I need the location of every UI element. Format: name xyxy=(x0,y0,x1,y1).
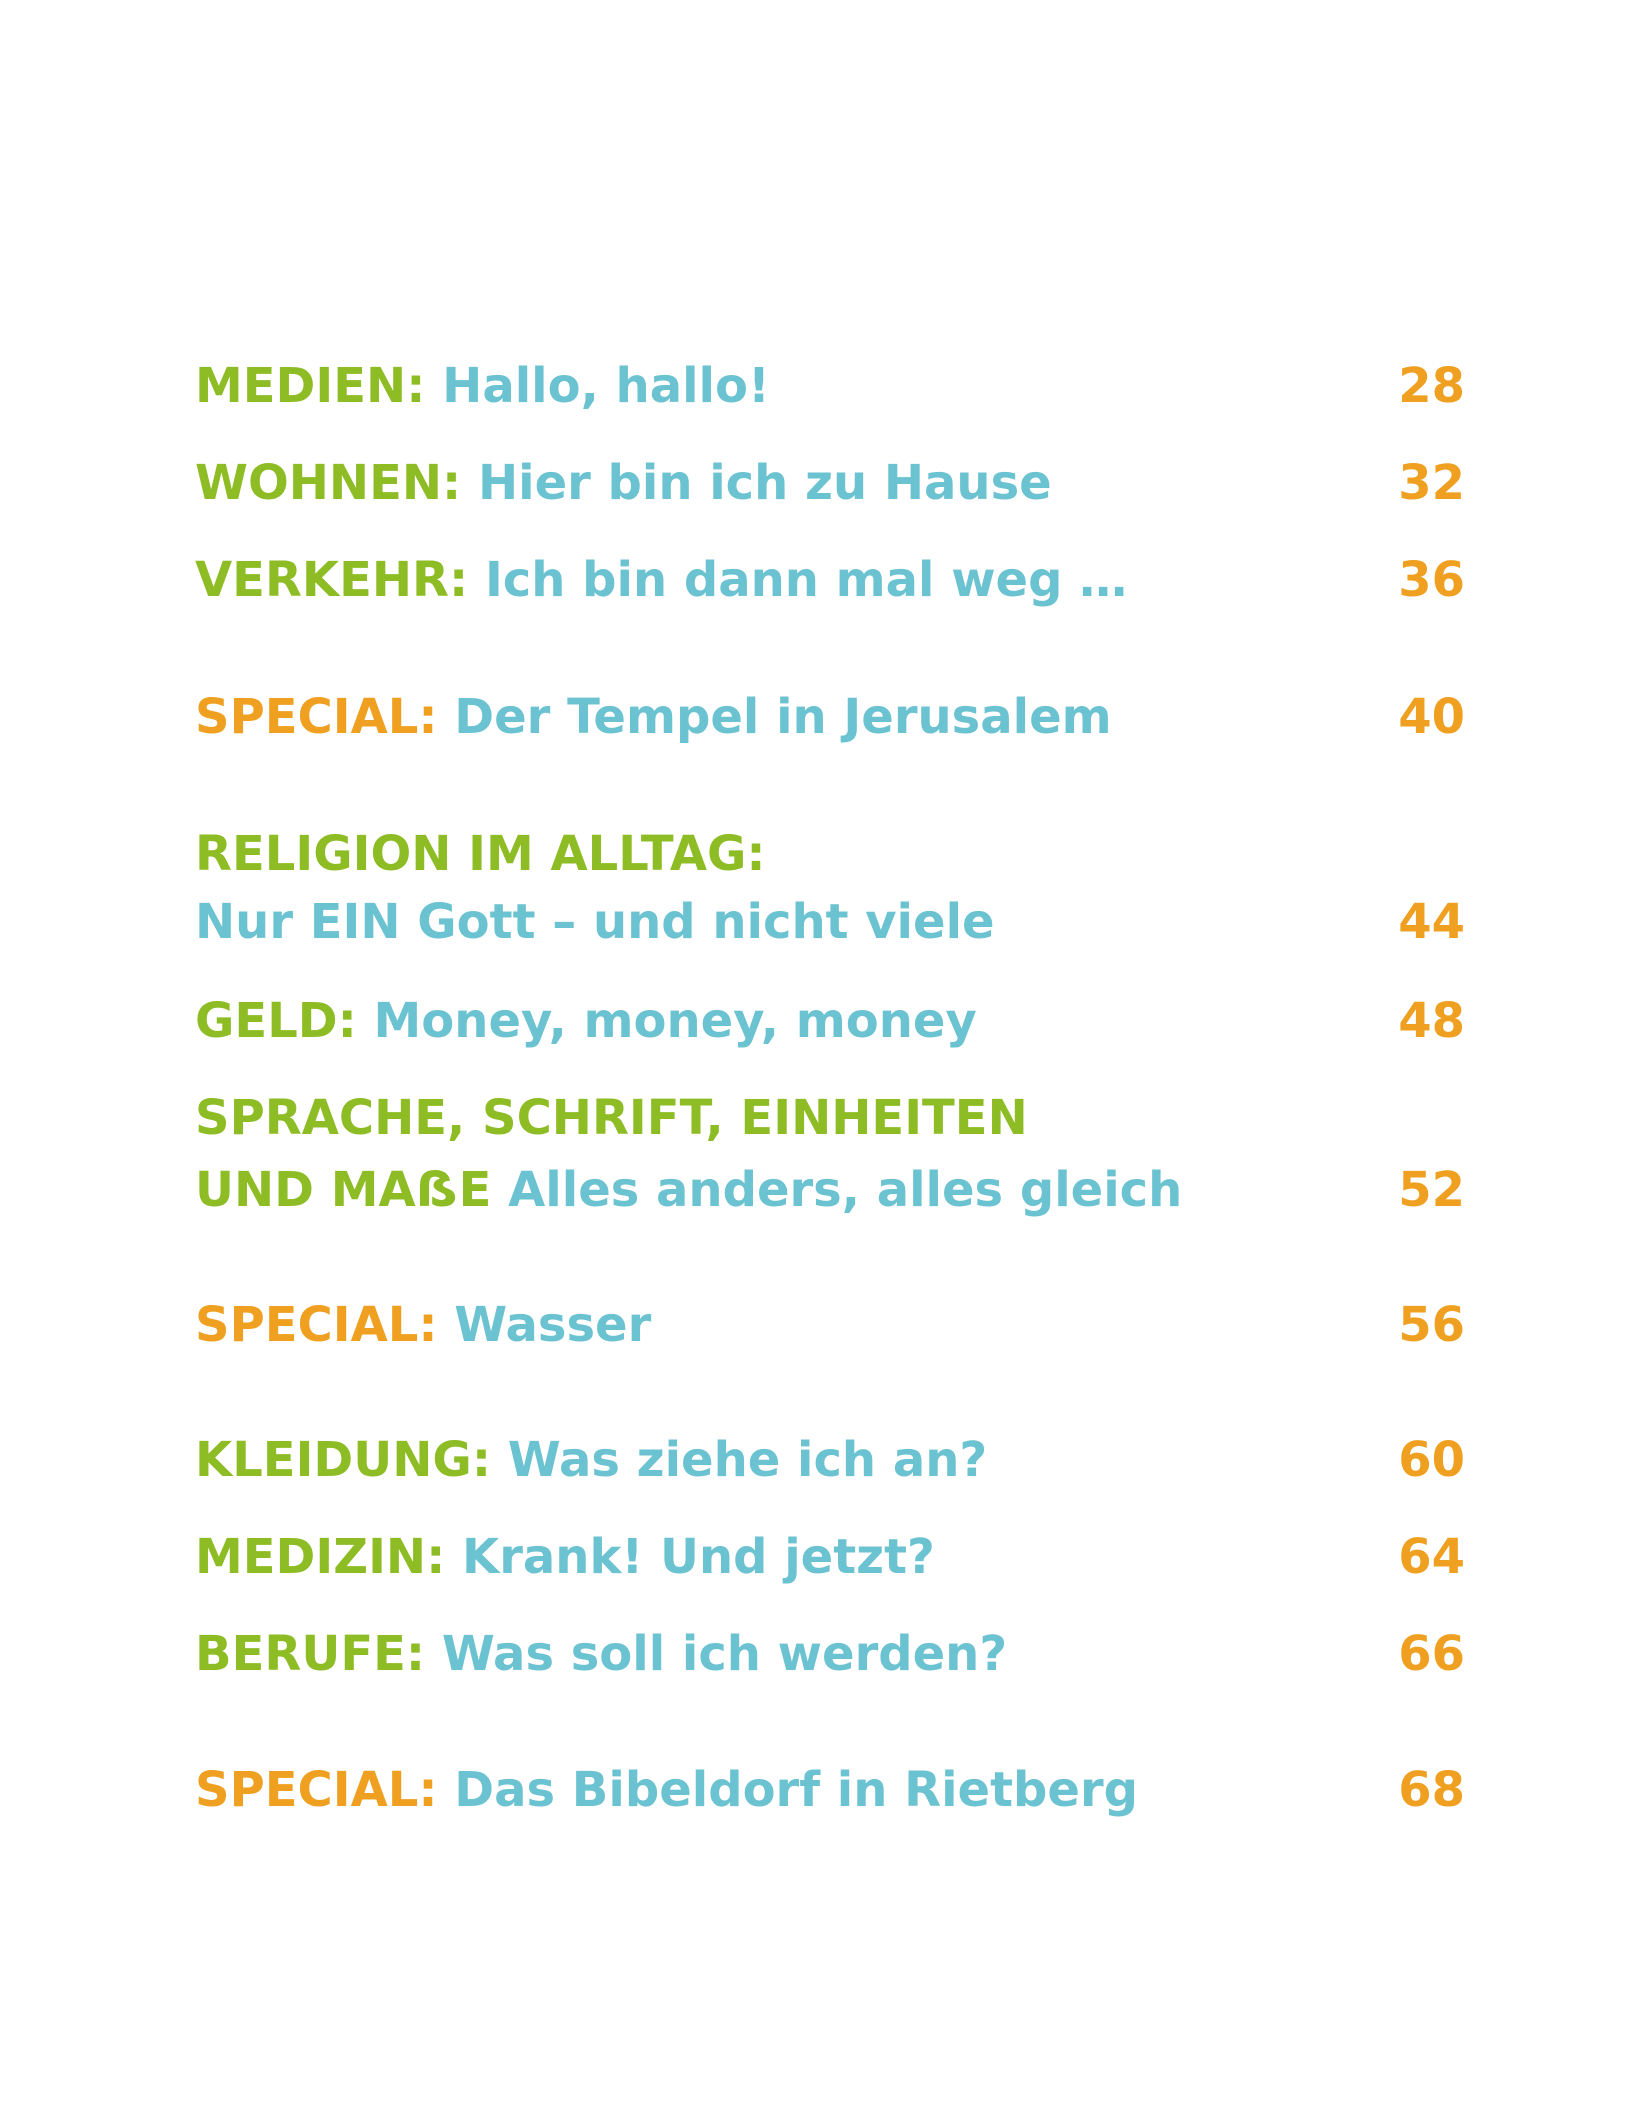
toc-category: KLEIDUNG: xyxy=(195,1432,492,1488)
toc-subtitle: Nur EIN Gott – und nicht viele xyxy=(195,894,995,950)
toc-category-special: SPECIAL: xyxy=(195,689,438,745)
toc-entry-sprache: SPRACHE, SCHRIFT, EINHEITEN UND MAẞE All… xyxy=(195,1094,1465,1214)
toc-page-number: 64 xyxy=(1398,1529,1465,1585)
toc-page-number: 28 xyxy=(1398,358,1465,414)
toc-entry-medien: MEDIEN: Hallo, hallo! 28 xyxy=(195,362,1465,410)
toc-category: RELIGION IM ALLTAG: xyxy=(195,826,766,882)
toc-page-number: 32 xyxy=(1398,455,1465,511)
toc-page-number: 56 xyxy=(1398,1297,1465,1353)
toc-category: VERKEHR: xyxy=(195,552,469,608)
toc-entry-special-bibeldorf: SPECIAL: Das Bibeldorf in Rietberg 68 xyxy=(195,1766,1465,1814)
toc-entry-berufe: BERUFE: Was soll ich werden? 66 xyxy=(195,1630,1465,1678)
toc-entry-verkehr: VERKEHR: Ich bin dann mal weg … 36 xyxy=(195,556,1465,604)
toc-page-number: 52 xyxy=(1398,1162,1465,1218)
toc-category-special: SPECIAL: xyxy=(195,1297,438,1353)
toc-page-number: 66 xyxy=(1398,1626,1465,1682)
toc-entry-special-tempel: SPECIAL: Der Tempel in Jerusalem 40 xyxy=(195,693,1465,741)
toc-category: WOHNEN: xyxy=(195,455,462,511)
toc-subtitle: Was soll ich werden? xyxy=(441,1626,1008,1682)
toc-category: SPRACHE, SCHRIFT, EINHEITEN xyxy=(195,1090,1028,1146)
toc-category: UND MAẞE xyxy=(195,1162,492,1218)
toc-category: MEDIZIN: xyxy=(195,1529,446,1585)
toc-subtitle: Das Bibeldorf in Rietberg xyxy=(454,1762,1138,1818)
toc-entry-medizin: MEDIZIN: Krank! Und jetzt? 64 xyxy=(195,1533,1465,1581)
toc-subtitle: Was ziehe ich an? xyxy=(507,1432,988,1488)
toc-subtitle: Der Tempel in Jerusalem xyxy=(454,689,1112,745)
toc-category-special: SPECIAL: xyxy=(195,1762,438,1818)
toc-entry-kleidung: KLEIDUNG: Was ziehe ich an? 60 xyxy=(195,1436,1465,1484)
toc-category: BERUFE: xyxy=(195,1626,426,1682)
toc-entry-religion: RELIGION IM ALLTAG: Nur EIN Gott – und n… xyxy=(195,830,1465,946)
toc-page-number: 68 xyxy=(1398,1762,1465,1818)
toc-entry-special-wasser: SPECIAL: Wasser 56 xyxy=(195,1301,1465,1349)
toc-page-number: 48 xyxy=(1398,993,1465,1049)
toc-subtitle: Hier bin ich zu Hause xyxy=(477,455,1052,511)
toc-page-number: 60 xyxy=(1398,1432,1465,1488)
toc-entry-wohnen: WOHNEN: Hier bin ich zu Hause 32 xyxy=(195,459,1465,507)
toc-subtitle: Alles anders, alles gleich xyxy=(508,1162,1183,1218)
toc-page-number: 36 xyxy=(1398,552,1465,608)
toc-page-number: 44 xyxy=(1398,894,1465,950)
toc-subtitle: Ich bin dann mal weg … xyxy=(484,552,1128,608)
toc-subtitle: Krank! Und jetzt? xyxy=(462,1529,935,1585)
toc-category: GELD: xyxy=(195,993,357,1049)
toc-page-number: 40 xyxy=(1398,689,1465,745)
toc-entry-geld: GELD: Money, money, money 48 xyxy=(195,997,1465,1045)
toc-subtitle: Wasser xyxy=(454,1297,652,1353)
toc-subtitle: Hallo, hallo! xyxy=(442,358,770,414)
toc-category: MEDIEN: xyxy=(195,358,426,414)
toc-subtitle: Money, money, money xyxy=(373,993,977,1049)
